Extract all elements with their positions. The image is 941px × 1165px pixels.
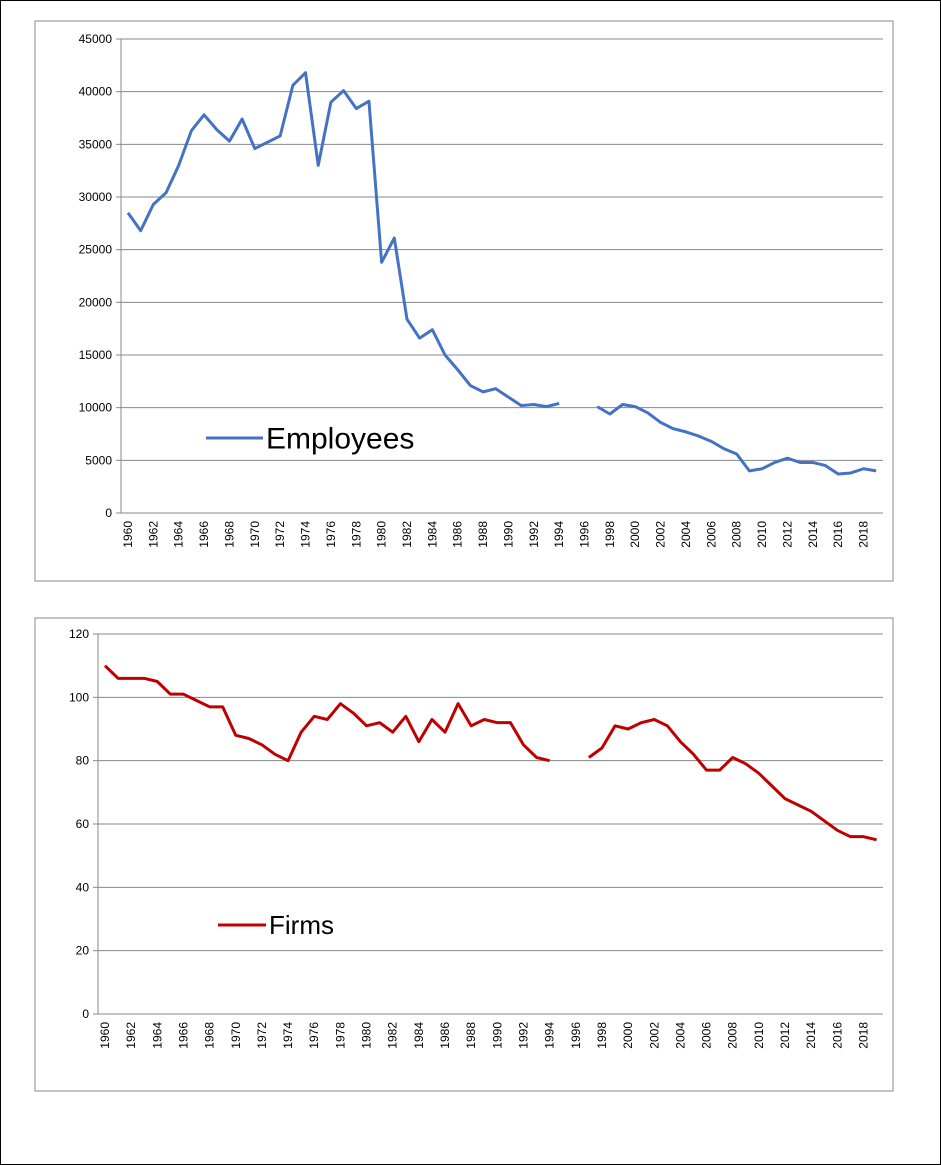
x-tick-label: 2004 [679,521,693,548]
x-tick-label: 1992 [516,1022,530,1049]
y-tick-label: 40 [76,880,90,894]
x-tick-label: 1984 [412,1022,426,1049]
x-tick-label: 1990 [501,521,515,548]
y-tick-label: 35000 [79,137,113,151]
x-tick-label: 1998 [603,521,617,548]
x-tick-label: 2004 [673,1022,687,1049]
x-tick-label: 1990 [490,1022,504,1049]
y-tick-label: 15000 [79,348,113,362]
x-tick-label: 1992 [527,521,541,548]
x-tick-label: 2014 [804,1022,818,1049]
x-tick-label: 1962 [146,521,160,548]
x-tick-label: 1976 [307,1022,321,1049]
x-tick-label: 2016 [831,521,845,548]
x-tick-label: 2000 [628,521,642,548]
x-tick-label: 1960 [121,521,135,548]
x-tick-label: 1978 [333,1022,347,1049]
x-tick-label: 2008 [730,521,744,548]
x-tick-label: 2002 [654,521,668,548]
x-tick-label: 1996 [578,521,592,548]
x-tick-label: 1972 [273,521,287,548]
x-tick-label: 1978 [349,521,363,548]
x-tick-label: 2010 [755,521,769,548]
x-tick-label: 2012 [780,521,794,548]
x-tick-label: 1974 [281,1022,295,1049]
x-tick-label: 2016 [830,1022,844,1049]
chart-frame [34,20,894,582]
legend-label: Employees [266,423,414,456]
x-tick-label: 1996 [569,1022,583,1049]
y-tick-label: 0 [82,1007,89,1021]
x-tick-label: 2000 [621,1022,635,1049]
x-tick-label: 1988 [476,521,490,548]
legend-label: Firms [269,910,334,940]
chart-frame [34,617,894,1092]
y-tick-label: 120 [69,627,89,641]
y-tick-label: 10000 [79,401,113,415]
y-tick-label: 80 [76,754,90,768]
x-tick-label: 2018 [857,1022,871,1049]
x-tick-label: 1982 [400,521,414,548]
x-tick-label: 1964 [150,1022,164,1049]
chart: 0 5000 10000 15000 20000 25000 30000 35000 40000… [34,20,894,582]
y-tick-label: 40000 [79,85,113,99]
x-tick-label: 2006 [704,521,718,548]
x-tick-label: 1976 [324,521,338,548]
x-tick-label: 1988 [464,1022,478,1049]
x-tick-label: 1994 [552,521,566,548]
y-tick-label: 20 [76,944,90,958]
x-tick-label: 1974 [299,521,313,548]
x-tick-label: 1970 [229,1022,243,1049]
series-line [126,71,877,476]
x-tick-label: 1994 [543,1022,557,1049]
y-tick-label: 100 [69,690,89,704]
x-tick-label: 2008 [726,1022,740,1049]
x-tick-label: 1964 [172,521,186,548]
x-tick-label: 2012 [778,1022,792,1049]
y-tick-label: 60 [76,817,90,831]
x-tick-label: 1984 [425,521,439,548]
x-tick-label: 2018 [857,521,871,548]
x-tick-label: 2002 [647,1022,661,1049]
y-tick-label: 0 [105,506,112,520]
x-tick-label: 1980 [375,521,389,548]
x-tick-label: 1980 [360,1022,374,1049]
chart: 0 20 40 60 80 100 120 1960 1962 1964 1966 1968 1970 1… [34,617,894,1092]
x-tick-label: 1968 [222,521,236,548]
x-tick-label: 1982 [386,1022,400,1049]
x-tick-label: 1962 [124,1022,138,1049]
x-tick-label: 2014 [806,521,820,548]
x-tick-label: 1986 [438,1022,452,1049]
x-tick-label: 1972 [255,1022,269,1049]
x-tick-label: 1966 [197,521,211,548]
x-tick-label: 1960 [98,1022,112,1049]
x-tick-label: 1986 [451,521,465,548]
x-tick-label: 1966 [176,1022,190,1049]
x-tick-label: 1998 [595,1022,609,1049]
y-tick-label: 25000 [79,243,113,257]
series-line [103,664,877,842]
y-tick-label: 5000 [85,453,112,467]
y-tick-label: 20000 [79,295,113,309]
y-tick-label: 45000 [79,32,113,46]
y-tick-label: 30000 [79,190,113,204]
x-tick-label: 2010 [752,1022,766,1049]
x-tick-label: 1968 [203,1022,217,1049]
x-tick-label: 1970 [248,521,262,548]
x-tick-label: 2006 [700,1022,714,1049]
